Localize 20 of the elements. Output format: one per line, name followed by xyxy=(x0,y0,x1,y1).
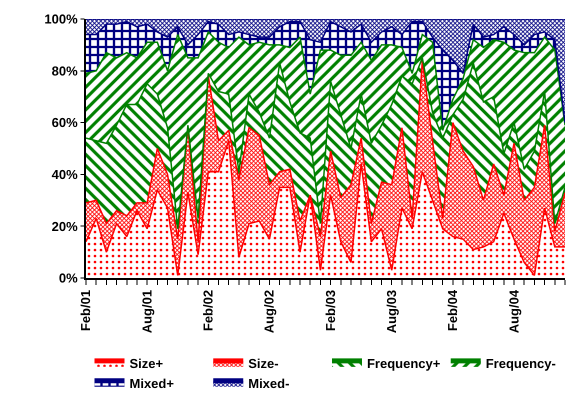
x-tick-label: Feb/01 xyxy=(78,290,94,332)
legend-label: Size- xyxy=(248,356,279,371)
legend-label: Frequency+ xyxy=(366,356,441,371)
y-tick-label: 60% xyxy=(52,115,78,130)
x-tick-label: Aug/02 xyxy=(262,290,277,334)
legend-label: Size+ xyxy=(130,356,164,371)
y-tick-label: 40% xyxy=(52,166,78,182)
y-tick-label: 80% xyxy=(52,63,78,78)
x-tick-label: Aug/03 xyxy=(384,290,399,334)
legend-label: Mixed- xyxy=(248,376,290,391)
x-tick-label: Aug/01 xyxy=(139,290,154,334)
x-tick-label: Feb/03 xyxy=(322,290,338,332)
legend-label: Mixed+ xyxy=(130,376,174,391)
y-tick-label: 20% xyxy=(52,218,78,234)
y-tick-label: 100% xyxy=(44,12,78,27)
legend-label: Frequency- xyxy=(486,356,556,371)
x-tick-label: Feb/04 xyxy=(445,289,460,332)
x-tick-label: Aug/04 xyxy=(506,289,522,334)
x-tick-label: Feb/02 xyxy=(200,290,216,332)
y-tick-label: 0% xyxy=(58,270,78,286)
